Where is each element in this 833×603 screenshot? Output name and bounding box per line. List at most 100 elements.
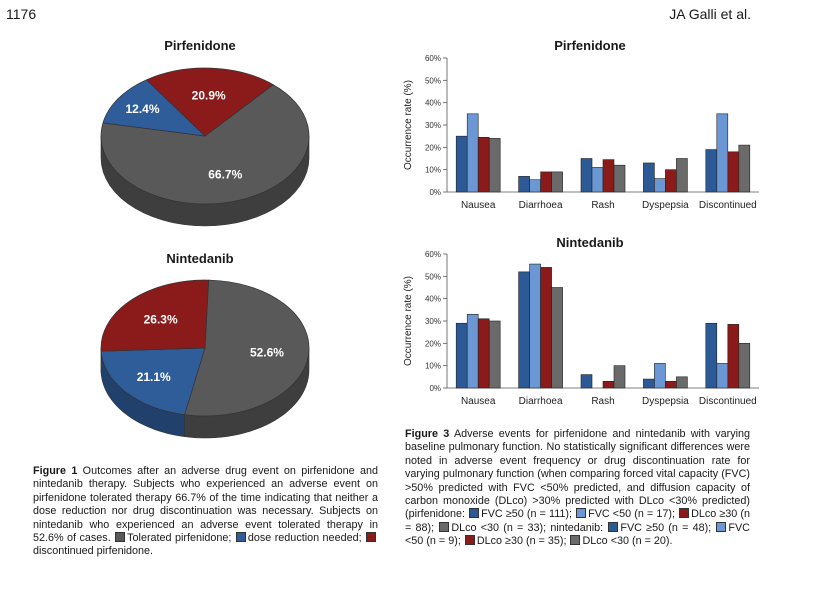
- bar: [654, 178, 666, 193]
- bar: [705, 149, 718, 193]
- bar: [602, 159, 615, 193]
- bar: [613, 365, 626, 389]
- figure1-caption: Figure 1 Outcomes after an adverse drug …: [33, 465, 378, 559]
- bar: [518, 176, 530, 193]
- y-tick-label: 30%: [425, 317, 441, 326]
- bar: [676, 376, 688, 389]
- fvc-lt50-swatch: [576, 508, 587, 519]
- nintedanib-bar-chart: Occurrence rate (%) 0% 10% 20% 30% 40% 50% 60% N…: [403, 250, 759, 407]
- bar: [518, 271, 530, 389]
- bar2-title: Nintedanib: [556, 235, 624, 250]
- reduction-swatch: [235, 532, 246, 543]
- legend-item: DLco <30 (n = 20).: [582, 535, 673, 548]
- bar: [716, 113, 729, 193]
- bar: [643, 162, 655, 193]
- bar: [738, 144, 751, 193]
- pie-data-label: 12.4%: [125, 102, 159, 116]
- figure1-text: Outcomes after an adverse drug event on …: [33, 465, 379, 545]
- bar: [705, 322, 718, 389]
- pie1-title: Pirfenidone: [164, 38, 236, 53]
- pie2-title: Nintedanib: [166, 251, 234, 266]
- bar: [676, 158, 688, 193]
- y-tick-label: 40%: [425, 295, 441, 304]
- x-tick-label: Discontinued: [699, 200, 757, 211]
- legend-item: FVC <50 (n = 17);: [588, 508, 675, 521]
- pie-slice: [100, 84, 310, 205]
- x-tick-label: Dyspepsia: [642, 200, 689, 211]
- nintedanib-pie-chart: 52.6% 21.1% 26.3%: [100, 279, 310, 439]
- legend-item: FVC ≥50 (n = 48);: [620, 521, 712, 534]
- figure1-label: Figure 1: [33, 465, 78, 477]
- y-tick-label: 10%: [425, 362, 441, 371]
- bar: [727, 151, 740, 193]
- bar: [455, 135, 468, 193]
- bar: [540, 267, 552, 389]
- dlco-lt30-swatch: [439, 521, 450, 532]
- y-axis-label: Occurrence rate (%): [403, 80, 414, 170]
- bar: [727, 324, 740, 389]
- bar: [488, 320, 501, 389]
- figure3-caption: Figure 3 Adverse events for pirfenidone …: [405, 428, 750, 549]
- y-tick-label: 10%: [425, 166, 441, 175]
- pirfenidone-pie-chart: 66.7% 12.4% 20.9%: [100, 67, 310, 227]
- bar: [488, 138, 501, 193]
- x-tick-label: Dyspepsia: [642, 396, 689, 407]
- y-tick-label: 20%: [425, 143, 441, 152]
- bar: [580, 374, 593, 389]
- pie-slice: [100, 279, 209, 352]
- bar: [580, 158, 593, 193]
- x-tick-label: Diarrhoea: [519, 396, 563, 407]
- legend-item: DLco <30 (n = 33); nintedanib:: [451, 521, 604, 534]
- bar: [529, 263, 541, 389]
- pirfenidone-bar-chart: Occurrence rate (%) 0% 10% 20% 30% 40% 50% 60% N…: [403, 54, 759, 211]
- pie-data-label: 21.1%: [137, 370, 171, 384]
- y-tick-label: 0%: [429, 384, 441, 393]
- y-tick-label: 40%: [425, 99, 441, 108]
- x-tick-label: Diarrhoea: [519, 200, 563, 211]
- bar: [654, 363, 666, 389]
- legend-item: FVC <50 (n = 9);: [405, 521, 750, 548]
- bar: [551, 171, 563, 193]
- bar: [716, 363, 729, 389]
- bar: [665, 169, 677, 193]
- pie-data-label: 52.6%: [250, 346, 284, 360]
- legend-item: FVC ≥50 (n = 111);: [481, 508, 572, 521]
- bar: [591, 167, 604, 193]
- bar: [477, 136, 490, 193]
- figure3-label: Figure 3: [405, 428, 450, 440]
- legend-tolerated: Tolerated pirfenidone;: [127, 532, 232, 545]
- bar: [477, 318, 490, 389]
- bar1-title: Pirfenidone: [554, 38, 626, 53]
- bar: [466, 113, 479, 193]
- tolerated-swatch: [115, 532, 126, 543]
- bar: [613, 164, 626, 193]
- legend-discontinued: discontinued pirfenidone.: [33, 545, 154, 558]
- bar: [455, 322, 468, 389]
- bar: [665, 381, 677, 389]
- pie-slice: [145, 67, 274, 137]
- legend-item: DLco ≥30 (n = 88);: [405, 508, 751, 534]
- dlco-ge30-swatch: [464, 535, 475, 546]
- bar: [540, 171, 552, 193]
- fvc-ge50-swatch: [469, 508, 480, 519]
- pie-data-label: 20.9%: [192, 88, 226, 102]
- y-axis-label: Occurrence rate (%): [403, 276, 414, 366]
- bar: [466, 314, 479, 389]
- pie-slice: [102, 79, 207, 137]
- y-tick-label: 60%: [425, 250, 441, 259]
- pie-data-label: 66.7%: [208, 168, 242, 182]
- bar: [602, 381, 615, 389]
- pie-slice: [184, 279, 310, 417]
- y-tick-label: 30%: [425, 121, 441, 130]
- bar: [551, 287, 563, 389]
- bar: [643, 378, 655, 389]
- y-tick-label: 50%: [425, 272, 441, 281]
- x-tick-label: Nausea: [461, 396, 496, 407]
- discontinued-swatch: [366, 532, 377, 543]
- bar: [529, 179, 541, 193]
- figure3-text: Adverse events for pirfenidone and ninte…: [405, 428, 751, 521]
- page-number: 1176: [6, 6, 37, 22]
- x-tick-label: Nausea: [461, 200, 496, 211]
- fvc-lt50-swatch: [716, 521, 727, 532]
- legend-reduction: dose reduction needed;: [247, 532, 362, 545]
